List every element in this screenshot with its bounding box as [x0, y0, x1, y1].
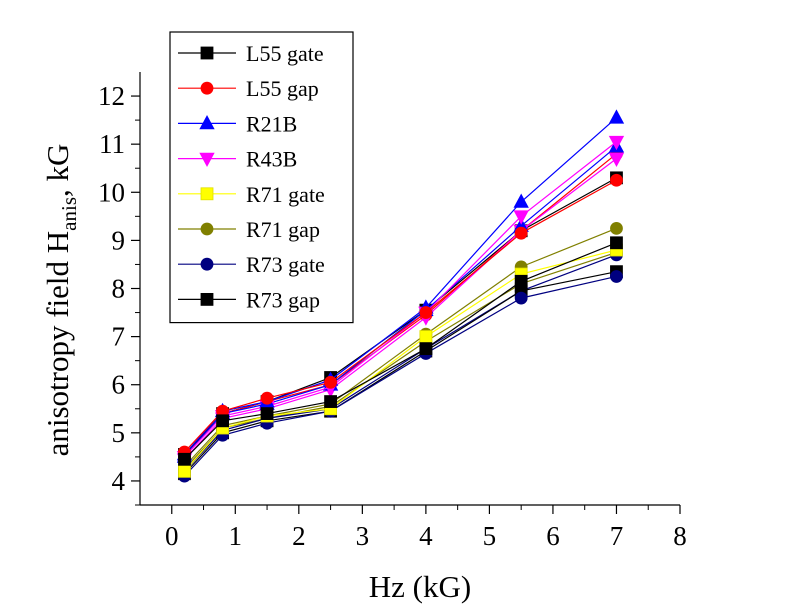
data-point: [419, 342, 433, 356]
legend-entry: R73 gap: [178, 287, 320, 312]
legend-marker: [200, 187, 214, 201]
legend-box: [169, 31, 354, 324]
legend-entry: R21B: [178, 111, 297, 136]
data-point: [608, 109, 625, 124]
x-tick-label: 1: [229, 521, 243, 551]
data-point: [513, 193, 529, 208]
x-tick-label: 0: [165, 521, 179, 551]
legend-entry: R43B: [178, 147, 297, 172]
legend-marker: [200, 46, 214, 60]
data-point: [178, 464, 191, 478]
legend-marker: [200, 292, 214, 306]
series-layer: [176, 109, 625, 483]
y-axis-title-sub: anis: [57, 197, 81, 231]
y-tick-label: 5: [112, 418, 126, 448]
legend-marker: [200, 222, 214, 236]
legend: L55 gate L55 gap R21B R43B R71 gate R71 gap R7…: [169, 31, 354, 324]
x-tick-label: 3: [356, 521, 370, 551]
y-axis-title-suffix: , kG: [40, 144, 75, 197]
data-point: [324, 395, 337, 408]
y-tick-label: 10: [98, 177, 125, 207]
series-1: [178, 236, 623, 466]
data-point: [324, 375, 337, 389]
data-point: [513, 210, 529, 225]
data-point: [610, 236, 623, 250]
data-point: [514, 226, 528, 240]
y-axis-title: anisotropy field Hanis, kG: [40, 144, 81, 457]
legend-entry: R73 gate: [178, 252, 325, 277]
legend-label: R71 gap: [246, 217, 320, 242]
data-point: [260, 407, 274, 420]
y-tick-label: 7: [112, 322, 126, 352]
y-tick-label: 6: [112, 370, 126, 400]
data-point: [419, 306, 433, 319]
data-point: [608, 152, 625, 167]
data-point: [514, 291, 528, 305]
y-tick-label: 11: [99, 129, 125, 159]
legend-label: R71 gate: [246, 182, 325, 207]
legend-marker: [199, 152, 215, 167]
legend-label: L55 gate: [246, 41, 324, 66]
legend-marker: [200, 257, 214, 271]
x-tick-label: 4: [419, 521, 433, 551]
y-tick-label: 8: [112, 274, 126, 304]
y-tick-label: 9: [112, 225, 126, 255]
y-tick-label: 12: [98, 81, 125, 111]
data-point: [216, 414, 229, 428]
legend-label: R73 gap: [246, 287, 320, 312]
x-tick-label: 8: [673, 521, 687, 551]
legend-label: R73 gate: [246, 252, 325, 277]
x-tick-label: 6: [546, 521, 560, 551]
legend-label: L55 gap: [246, 76, 319, 101]
data-point: [608, 135, 625, 151]
y-axis-title-main: anisotropy field H: [40, 231, 75, 457]
data-point: [610, 173, 623, 187]
legend-entry: R71 gate: [178, 182, 325, 207]
legend-entry: R71 gap: [178, 217, 320, 242]
data-point: [610, 221, 623, 235]
data-point: [178, 452, 191, 466]
x-tick-label: 5: [483, 521, 497, 551]
data-point: [260, 391, 274, 405]
y-tick-label: 4: [112, 466, 126, 496]
legend-marker: [200, 81, 214, 95]
data-point: [419, 330, 433, 344]
legend-entry: L55 gap: [178, 76, 319, 101]
legend-entry: L55 gate: [178, 41, 324, 66]
x-tick-label: 7: [610, 521, 624, 551]
legend-label: R21B: [246, 111, 297, 136]
data-point: [514, 274, 528, 288]
legend-label: R43B: [246, 147, 297, 172]
x-axis-title: Hz (kG): [369, 569, 471, 604]
legend-marker: [199, 115, 215, 130]
data-point: [610, 270, 623, 283]
x-tick-label: 2: [292, 521, 306, 551]
series-2: [178, 173, 623, 459]
